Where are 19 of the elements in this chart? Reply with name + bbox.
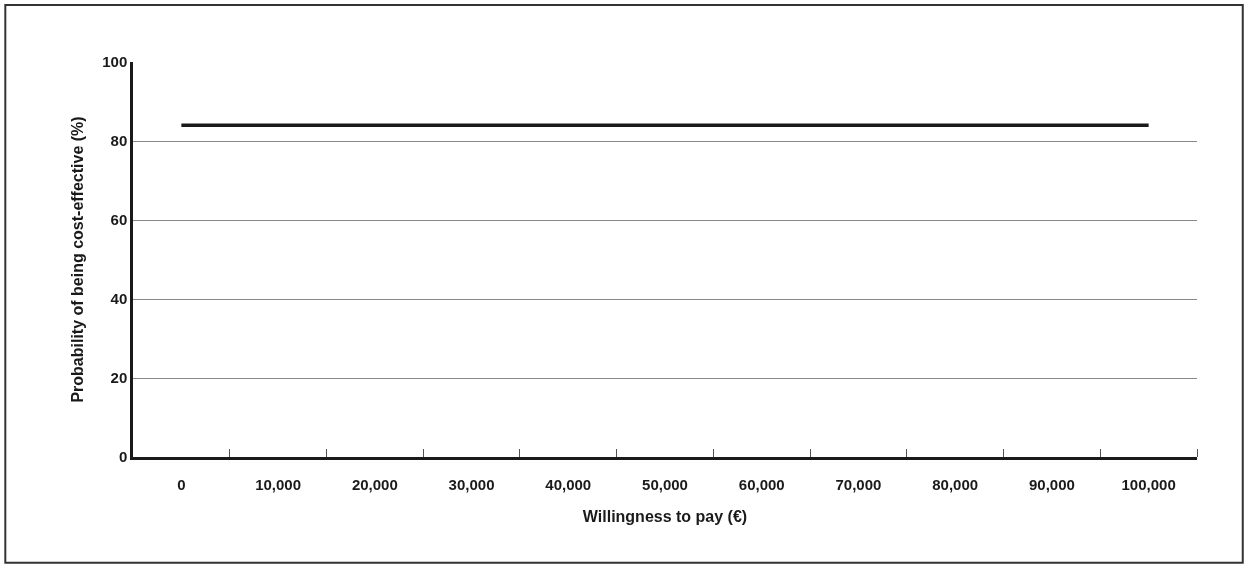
x-tick-label: 70,000 [835, 475, 882, 493]
y-tick-label: 40 [110, 290, 128, 308]
x-tick-label: 30,000 [448, 475, 495, 493]
y-tick-label: 100 [102, 53, 128, 71]
x-tick-label: 40,000 [545, 475, 592, 493]
x-tick-label: 80,000 [932, 475, 979, 493]
x-tick-label: 90,000 [1028, 475, 1075, 493]
y-tick-label: 0 [118, 448, 128, 466]
x-tick-label: 60,000 [738, 475, 785, 493]
y-axis-title: Probability of being cost-effective (%) [69, 116, 87, 403]
x-axis-title: Willingness to pay (€) [582, 508, 748, 526]
x-tick-label: 100,000 [1121, 475, 1176, 493]
x-tick-label: 50,000 [642, 475, 688, 493]
x-tick-label: 20,000 [351, 475, 398, 493]
y-tick-label: 60 [110, 211, 128, 229]
x-tick-label: 0 [177, 475, 186, 493]
x-tick-label: 10,000 [255, 475, 302, 493]
y-tick-label: 20 [110, 369, 128, 387]
y-tick-label: 80 [110, 132, 128, 150]
